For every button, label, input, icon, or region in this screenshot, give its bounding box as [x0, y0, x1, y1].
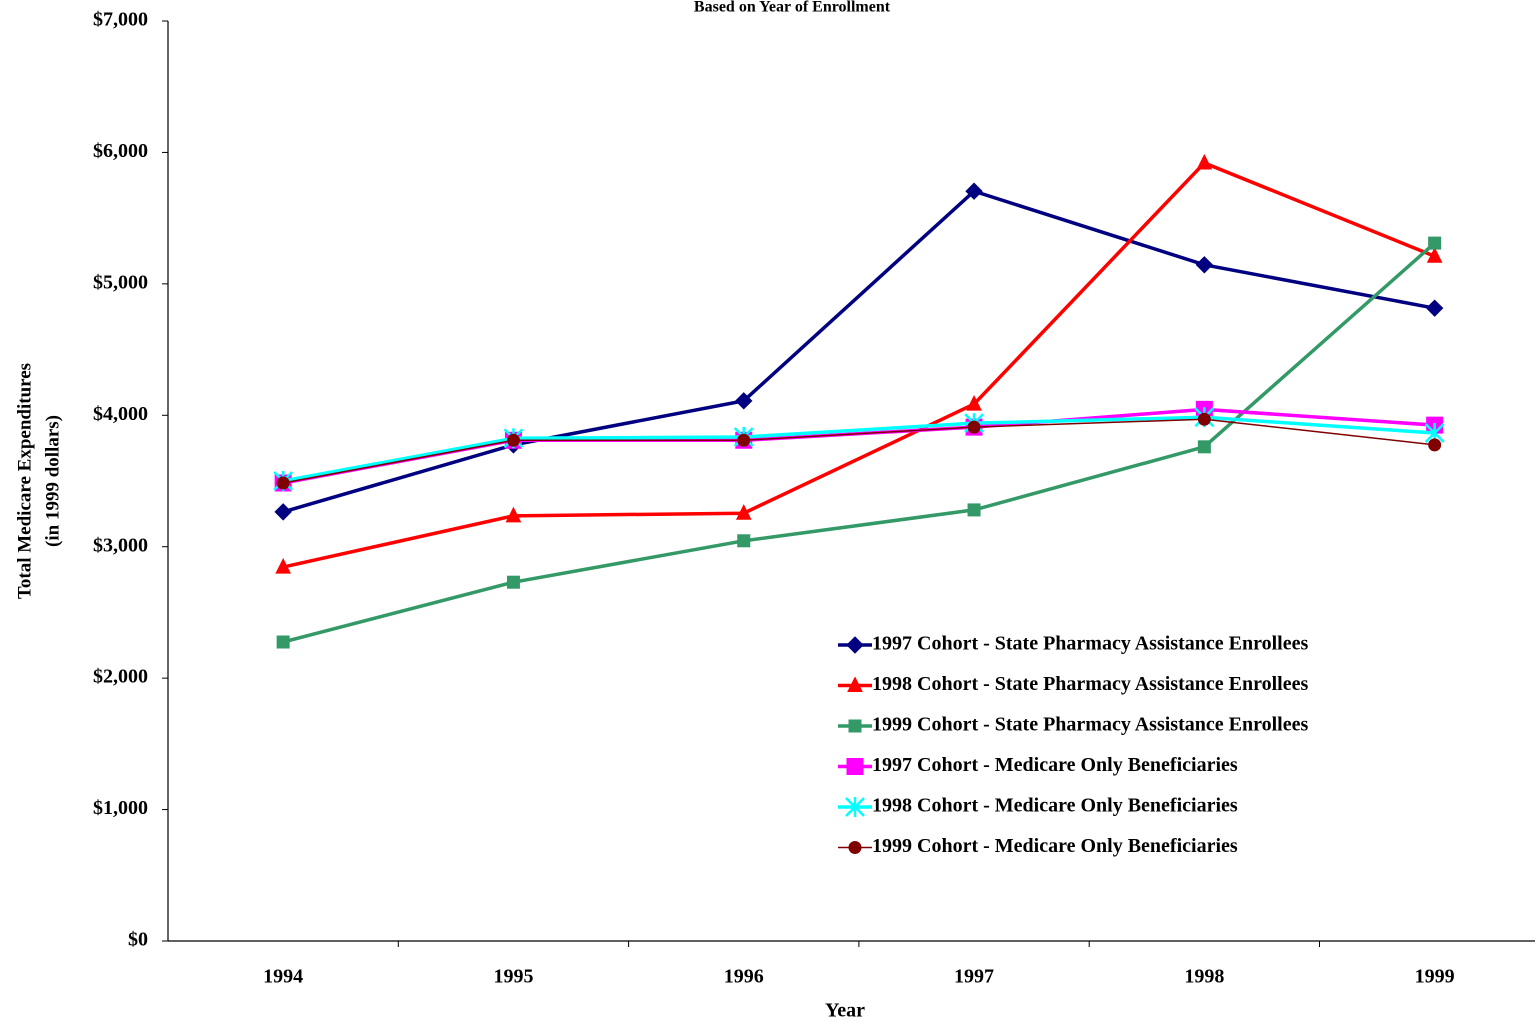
- legend-label: 1998 Cohort - Medicare Only Beneficiarie…: [872, 795, 1238, 817]
- legend-label: 1998 Cohort - State Pharmacy Assistance …: [872, 673, 1308, 695]
- marker: [1195, 256, 1214, 274]
- marker: [1428, 438, 1442, 452]
- y-axis-label-line: Total Medicare Expenditures: [14, 363, 35, 599]
- y-tick-label: $0: [128, 929, 148, 951]
- y-tick-label: $6,000: [93, 140, 148, 162]
- marker: [845, 797, 865, 817]
- series-line: [282, 189, 1435, 514]
- x-tick-label: 1996: [724, 966, 764, 988]
- marker: [847, 676, 863, 692]
- x-tick-label: 1994: [263, 966, 303, 988]
- marker: [737, 433, 751, 447]
- marker: [846, 636, 864, 654]
- marker: [846, 758, 864, 775]
- series-line: [283, 418, 1435, 484]
- marker: [737, 534, 751, 548]
- marker: [276, 476, 290, 490]
- y-tick-label: $2,000: [93, 666, 148, 688]
- x-tick-label: 1995: [493, 966, 533, 988]
- marker: [506, 575, 520, 589]
- marker: [275, 557, 291, 574]
- x-tick-label: 1998: [1184, 966, 1224, 988]
- y-axis-label: Total Medicare Expenditures (in 1999 dol…: [14, 363, 63, 599]
- marker: [848, 719, 862, 733]
- marker: [506, 433, 520, 447]
- legend-label: 1997 Cohort - Medicare Only Beneficiarie…: [872, 754, 1238, 776]
- series-line: [282, 160, 1436, 569]
- x-tick-label: 1997: [954, 966, 994, 988]
- series-line: [282, 241, 1436, 644]
- marker: [967, 503, 981, 517]
- marker: [276, 635, 290, 649]
- marker: [965, 182, 983, 200]
- y-tick-label: $3,000: [93, 534, 148, 556]
- y-tick-label: $1,000: [93, 797, 148, 819]
- marker: [1425, 299, 1444, 317]
- marker: [967, 420, 981, 434]
- marker: [735, 504, 752, 520]
- x-axis-label: Year: [825, 1000, 865, 1022]
- legend-label: 1999 Cohort - State Pharmacy Assistance …: [872, 714, 1308, 736]
- marker: [966, 394, 982, 411]
- marker: [1426, 247, 1443, 263]
- marker: [274, 503, 292, 521]
- legend-label: 1997 Cohort - State Pharmacy Assistance …: [872, 633, 1308, 655]
- marker: [1196, 153, 1213, 170]
- chart-subtitle: Based on Year of Enrollment: [694, 0, 891, 16]
- y-tick-label: $7,000: [93, 9, 148, 31]
- marker: [1197, 440, 1211, 454]
- y-tick-label: $5,000: [93, 271, 148, 293]
- marker: [735, 392, 753, 410]
- marker: [1197, 412, 1211, 426]
- marker: [505, 506, 522, 523]
- y-tick-label: $4,000: [93, 403, 148, 425]
- marker: [848, 841, 862, 854]
- marker: [1428, 236, 1442, 250]
- legend-label: 1999 Cohort - Medicare Only Beneficiarie…: [872, 835, 1238, 857]
- x-tick-label: 1999: [1415, 966, 1455, 988]
- series-line: [282, 415, 1435, 483]
- y-axis-label-line: (in 1999 dollars): [42, 415, 63, 547]
